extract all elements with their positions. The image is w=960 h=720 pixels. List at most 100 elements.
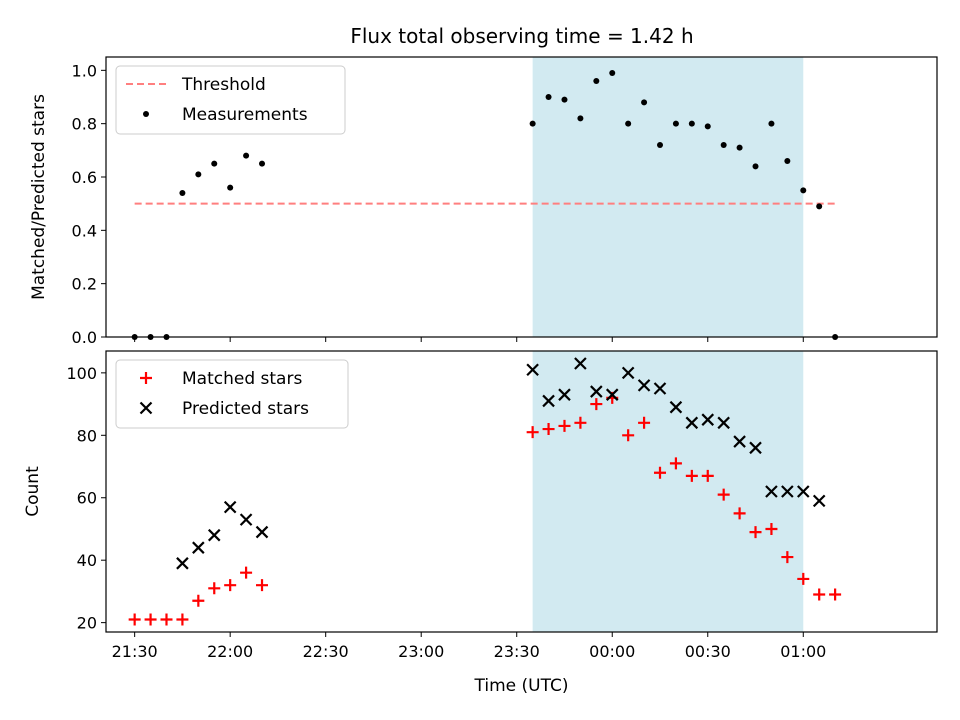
predicted-star-point [526, 363, 539, 377]
matched-star-point [590, 398, 603, 411]
matched-star-point [574, 416, 587, 429]
matched-star-point [622, 429, 635, 442]
predicted-star-point [192, 541, 205, 554]
y-tick-label: 20 [77, 614, 97, 633]
predicted-star-point [653, 382, 667, 395]
matched-star-point [813, 588, 826, 601]
axes-frame [105, 350, 938, 633]
measurement-point [736, 144, 743, 151]
y-tick-label: 40 [77, 551, 97, 570]
matched-star-point [208, 582, 221, 595]
predicted-star-point [685, 416, 699, 430]
matched-star-point [558, 419, 571, 432]
predicted-star-point [781, 485, 794, 498]
matched-star-point [256, 579, 269, 592]
legend-label: Predicted stars [182, 399, 309, 419]
y-tick-label: 80 [77, 426, 97, 445]
y-tick-label: 100 [66, 364, 97, 383]
measurement-point [259, 160, 266, 167]
matched-star-point [685, 469, 698, 482]
x-tick-label: 22:00 [207, 642, 253, 661]
matched-star-point [224, 579, 237, 592]
matched-star-point [749, 526, 762, 539]
measurement-point [720, 142, 727, 148]
x-axis-label: Time (UTC) [474, 676, 569, 696]
x-tick-label: 22:30 [303, 642, 349, 661]
matched-star-point [160, 613, 173, 626]
predicted-star-point [590, 385, 603, 398]
top-panel: 0.0 0.2 0.4 0.6 0.8 1.0 Matched/Predicted star… [29, 56, 938, 347]
predicted-star-point [701, 413, 715, 426]
predicted-star-point [605, 388, 619, 401]
measurement-point [657, 142, 663, 148]
matched-star-point [733, 507, 746, 520]
legend-label: Measurements [182, 105, 308, 125]
matched-star-point [781, 551, 794, 564]
predicted-star-point [749, 441, 762, 455]
measurement-point [625, 120, 632, 127]
matched-star-point [240, 566, 253, 579]
y-tick-label: 0.2 [72, 275, 97, 294]
predicted-star-point [542, 394, 555, 408]
measurement-point [227, 184, 234, 191]
matched-star-point [701, 469, 714, 482]
axes-frame [105, 56, 938, 338]
measurement-point [752, 163, 759, 170]
x-tick-label: 23:30 [494, 642, 540, 661]
measurement-point [561, 96, 568, 103]
matched-star-point [192, 594, 205, 607]
predicted-star-point [207, 528, 221, 542]
matched-star-point [654, 466, 666, 479]
legend-matched-swatch [140, 372, 152, 384]
predicted-star-point [239, 513, 253, 526]
chart-title: Flux total observing time = 1.42 h [350, 24, 693, 48]
predicted-star-point [765, 485, 778, 498]
y-axis-label: Matched/Predicted stars [29, 94, 49, 300]
matched-star-point [128, 613, 141, 626]
y-tick-label: 0.4 [72, 221, 97, 240]
measurement-point [529, 120, 536, 127]
matched-star-point [542, 423, 555, 436]
x-tick-label: 21:30 [112, 642, 158, 661]
y-axis-label: Count [23, 466, 43, 517]
x-tick-label: 00:30 [685, 642, 731, 661]
x-tick-label: 01:00 [780, 642, 826, 661]
predicted-star-point [637, 379, 651, 392]
matched-star-point [797, 572, 810, 585]
predicted-star-point [558, 388, 571, 401]
measurement-point [800, 187, 807, 194]
y-tick-label: 0.6 [72, 168, 97, 187]
y-tick-label: 1.0 [72, 61, 97, 80]
matched-star-point [144, 613, 157, 626]
predicted-star-point [255, 525, 269, 539]
matched-star-point [176, 613, 189, 626]
measurement-point [545, 94, 552, 100]
measurement-point [704, 123, 711, 130]
measurement-point [243, 152, 250, 159]
measurement-point [672, 120, 679, 127]
legend-label: Threshold [181, 75, 266, 95]
legend-label: Matched stars [182, 369, 302, 389]
measurement-point [179, 190, 186, 196]
matched-star-point [717, 488, 730, 501]
measurement-point [641, 99, 648, 106]
x-tick-label: 23:00 [398, 642, 444, 661]
matched-star-point [829, 588, 842, 601]
measurement-point [768, 120, 775, 127]
predicted-star-point [574, 357, 587, 370]
matched-star-point [669, 457, 682, 470]
matched-star-point [765, 522, 778, 535]
predicted-star-point [812, 494, 826, 508]
legend-box [115, 65, 346, 135]
measurement-point [195, 171, 202, 178]
measurement-point [816, 203, 823, 210]
observing-window-shade [532, 351, 804, 632]
legend-predicted-swatch [139, 401, 153, 415]
measurement-point [577, 115, 584, 122]
observing-window-shade [532, 57, 804, 337]
y-tick-label: 60 [77, 489, 97, 508]
measurement-point [609, 70, 616, 76]
predicted-star-point [669, 400, 683, 414]
measurement-point [784, 158, 791, 164]
